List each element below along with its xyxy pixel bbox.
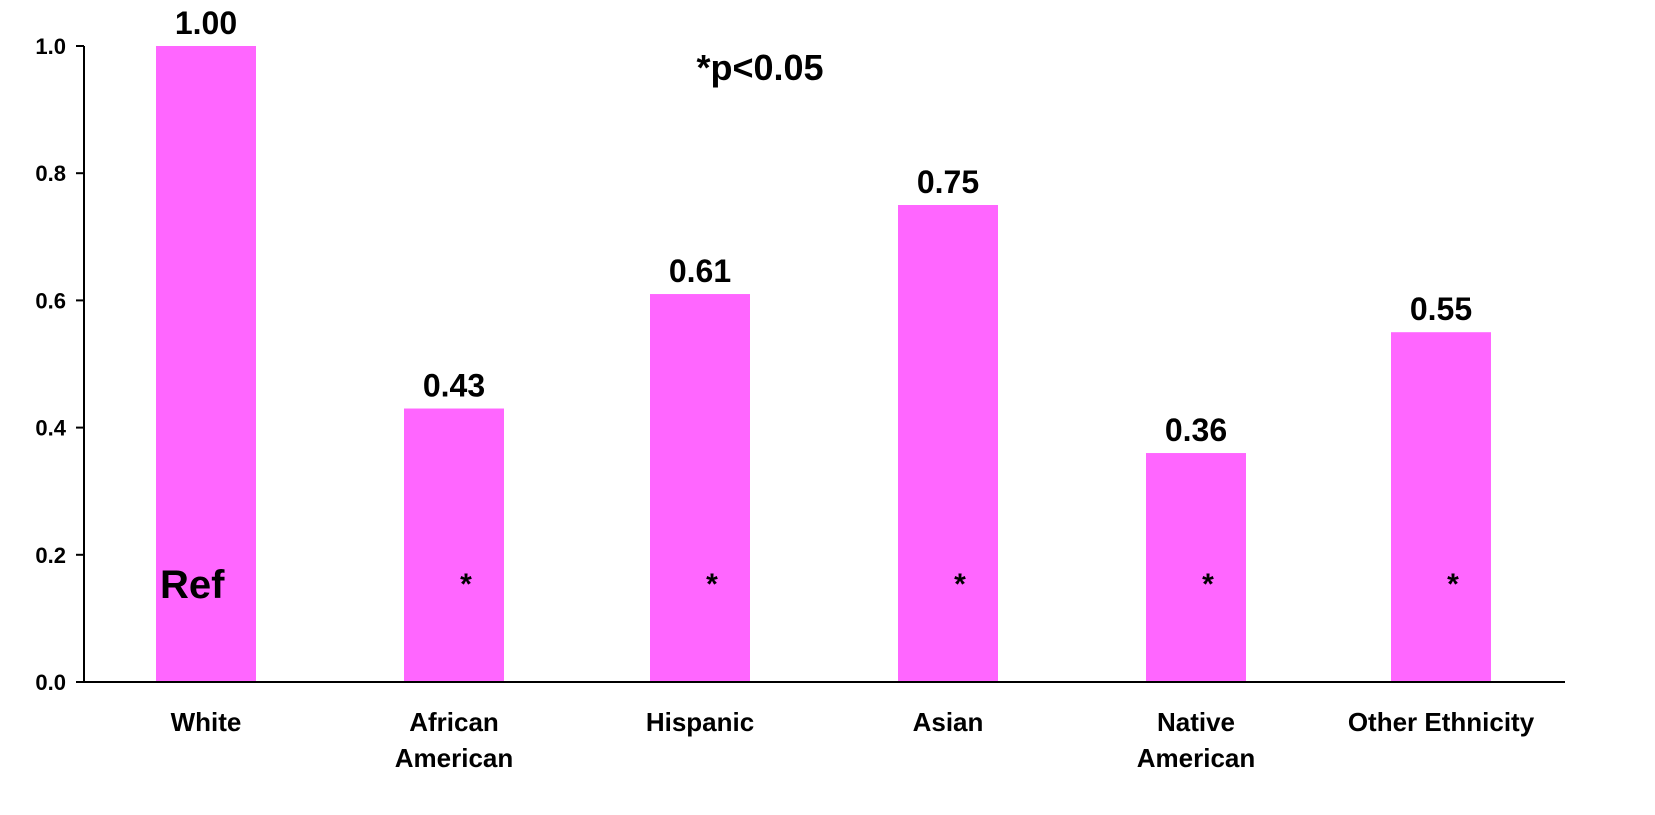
bar	[156, 46, 256, 682]
significance-note: *p<0.05	[696, 47, 823, 88]
x-tick-label: African	[409, 707, 499, 737]
significance-marker: *	[460, 568, 472, 601]
data-label: 0.75	[917, 164, 979, 200]
bar-annotations: Ref * * * * *	[160, 563, 1459, 607]
x-tick-label: American	[1137, 743, 1256, 773]
x-tick-label: Asian	[913, 707, 984, 737]
x-tick-label: American	[395, 743, 514, 773]
x-tick-label: Hispanic	[646, 707, 754, 737]
x-tick-label: Native	[1157, 707, 1235, 737]
data-label: 0.61	[669, 253, 731, 289]
bars-group	[156, 46, 1491, 682]
y-tick-label: 1.0	[35, 34, 66, 59]
significance-marker: *	[954, 568, 966, 601]
y-tick-label: 0.8	[35, 161, 66, 186]
y-tick-label: 0.6	[35, 288, 66, 313]
significance-marker: *	[1202, 568, 1214, 601]
data-label: 0.55	[1410, 291, 1472, 327]
bar	[898, 205, 998, 682]
bar	[404, 408, 504, 682]
bar	[1146, 453, 1246, 682]
x-axis-labels: White African American Hispanic Asian Native A…	[171, 707, 1535, 773]
significance-marker: *	[706, 568, 718, 601]
significance-marker: *	[1447, 568, 1459, 601]
y-axis-ticks: 0.0 0.2 0.4 0.6 0.8 1.0	[35, 34, 84, 695]
data-label: 1.00	[175, 5, 237, 41]
data-labels: 1.00 0.43 0.61 0.75 0.36 0.55	[175, 5, 1472, 448]
data-label: 0.36	[1165, 412, 1227, 448]
y-tick-label: 0.4	[35, 416, 66, 441]
y-tick-label: 0.2	[35, 543, 66, 568]
bar	[650, 294, 750, 682]
y-tick-label: 0.0	[35, 670, 66, 695]
reference-label: Ref	[160, 563, 225, 607]
bar	[1391, 332, 1491, 682]
x-tick-label: White	[171, 707, 242, 737]
data-label: 0.43	[423, 368, 485, 404]
x-tick-label: Other Ethnicity	[1348, 707, 1535, 737]
